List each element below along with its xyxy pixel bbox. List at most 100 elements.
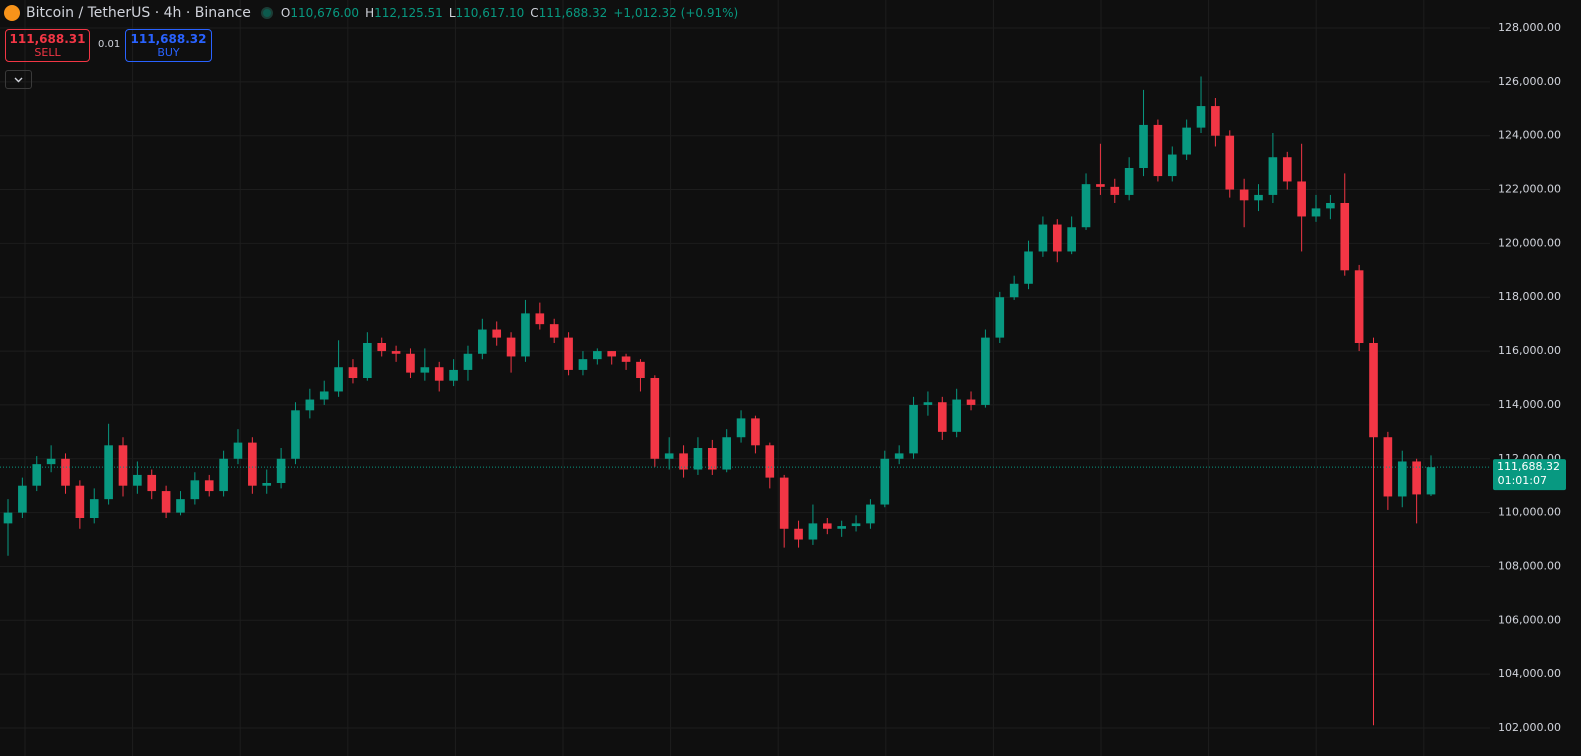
candle-body [219, 458, 228, 492]
market-status[interactable] [260, 7, 273, 19]
candle-body [593, 351, 602, 360]
candle-body [1426, 467, 1436, 495]
candle-body [233, 442, 243, 459]
ohlc-value: 110,617.10 [455, 6, 525, 20]
candle-body [276, 458, 286, 483]
candle-body [319, 391, 329, 400]
candle-body [46, 458, 56, 465]
collapse-button[interactable] [5, 70, 32, 89]
candle-body [909, 404, 918, 454]
candle-body [822, 523, 832, 529]
candle-body [463, 353, 473, 370]
candle-body [578, 359, 588, 370]
candle-body [1196, 106, 1206, 128]
candle-body [1326, 203, 1335, 209]
candle-body [147, 474, 157, 492]
chevron-icon [14, 77, 23, 83]
candle-body [262, 483, 272, 486]
candle-body [621, 356, 631, 362]
candle-body [1153, 124, 1163, 177]
candle-body [334, 367, 343, 392]
candle-body [1282, 157, 1292, 182]
candle-body [1009, 283, 1019, 298]
change: +1,012.32 (+0.91%) [613, 6, 739, 20]
y-tick-label: 104,000.00 [1498, 667, 1561, 680]
candle-body [89, 499, 99, 518]
candle-body [434, 367, 444, 381]
candle-body [736, 418, 746, 438]
y-tick-label: 108,000.00 [1498, 559, 1561, 572]
candle-body [664, 453, 674, 459]
candle-body [176, 499, 185, 513]
candle-body [1297, 181, 1306, 217]
candle-body [1340, 203, 1350, 271]
y-tick-label: 128,000.00 [1498, 21, 1561, 34]
candle-body [1397, 461, 1407, 497]
candle-body [923, 402, 933, 405]
candle-body [363, 343, 372, 378]
y-tick-label: 106,000.00 [1498, 613, 1561, 626]
candle-body [794, 528, 803, 540]
candle-body [1182, 127, 1191, 155]
candle-body [937, 402, 947, 432]
candle-body [118, 445, 128, 486]
candle-body [1081, 184, 1091, 228]
candle-body [751, 418, 760, 446]
ohlc-label: O [280, 6, 291, 20]
candle-body [650, 378, 660, 459]
symbol-title[interactable]: Bitcoin / TetherUS · 4h · Binance [26, 5, 251, 21]
candle-body [564, 337, 573, 370]
ohlc-label: C [530, 6, 539, 20]
candle-body [104, 445, 113, 500]
candle-body [1268, 157, 1278, 195]
y-tick-label: 110,000.00 [1498, 506, 1561, 519]
y-tick-label: 102,000.00 [1498, 721, 1561, 734]
y-tick-label: 122,000.00 [1498, 183, 1561, 196]
candle-body [765, 445, 775, 478]
candle-body [1110, 186, 1120, 195]
sell-button[interactable]: 111,688.31 SELL [5, 29, 90, 62]
candle-body [478, 329, 487, 354]
symbol-icon [4, 5, 20, 21]
countdown: 01:01:07 [1498, 474, 1547, 487]
candle-body [1139, 124, 1148, 168]
candle-body [1369, 343, 1378, 438]
y-tick-label: 116,000.00 [1498, 344, 1561, 357]
candle-body [190, 480, 200, 500]
candle-body [995, 297, 1005, 338]
candle-body [535, 313, 545, 325]
y-tick-label: 124,000.00 [1498, 129, 1561, 142]
ohlc-value: 111,688.32 [538, 6, 608, 20]
ohlc-label: L [448, 6, 456, 20]
candle-body [133, 474, 142, 486]
candle-body [851, 523, 861, 527]
candle-body [1211, 106, 1220, 136]
candle-body [406, 353, 415, 373]
candle-body [1038, 224, 1048, 252]
y-tick-label: 118,000.00 [1498, 290, 1561, 303]
candle-body [1124, 168, 1134, 195]
candle-body [348, 367, 358, 378]
candle-body [449, 369, 458, 381]
candle-body [32, 464, 42, 486]
y-tick-label: 126,000.00 [1498, 75, 1561, 88]
candle-body [1096, 184, 1105, 187]
candle-body [837, 526, 846, 529]
y-tick-label: 114,000.00 [1498, 398, 1561, 411]
ohlc-value: 110,676.00 [290, 6, 360, 20]
quantity[interactable]: 0.01 [98, 39, 121, 50]
candle-body [305, 399, 315, 411]
candle-body [161, 491, 171, 513]
candle-body [808, 523, 818, 540]
candle-body [1383, 437, 1393, 497]
candle-body [866, 504, 875, 524]
candle-body [1052, 224, 1062, 252]
candle-body [1254, 194, 1263, 201]
last-price-label: 111,688.32 [1497, 460, 1560, 473]
buy-button[interactable]: 111,688.32 BUY [125, 29, 212, 62]
candle-body [722, 437, 731, 470]
symbol-legend: Bitcoin / TetherUS · 4h · Binance O 110,6… [4, 3, 738, 23]
